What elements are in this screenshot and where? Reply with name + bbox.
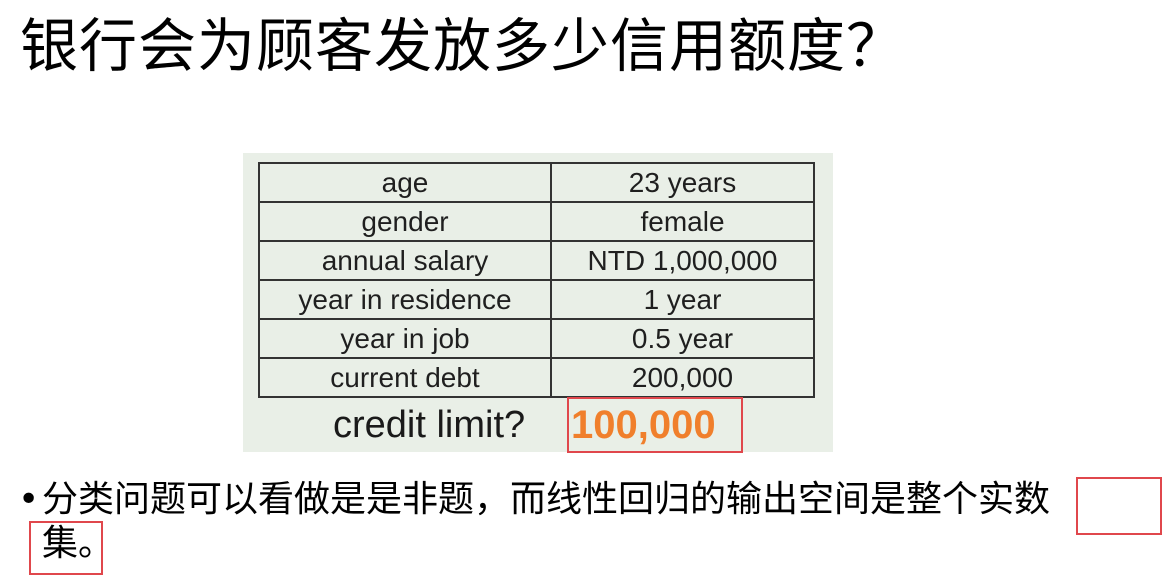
table-row: year in residence 1 year xyxy=(258,279,815,320)
table-row: age 23 years xyxy=(258,162,815,203)
row-key: annual salary xyxy=(258,240,552,281)
row-key: gender xyxy=(258,201,552,242)
row-value: 0.5 year xyxy=(550,318,815,359)
bullet-text-line1: 分类问题可以看做是是非题，而线性回归的输出空间是整个实数 xyxy=(42,479,1051,520)
row-key: year in residence xyxy=(258,279,552,320)
credit-limit-answer: 100,000 xyxy=(571,403,716,447)
row-value: 23 years xyxy=(550,162,815,203)
real-number-highlight-box xyxy=(1076,477,1162,535)
credit-limit-question: credit limit? xyxy=(333,404,526,446)
set-highlight-box xyxy=(29,521,103,575)
answer-highlight-box xyxy=(567,397,743,453)
row-value: 200,000 xyxy=(550,357,815,398)
table-row: gender female xyxy=(258,201,815,242)
table-row: annual salary NTD 1,000,000 xyxy=(258,240,815,281)
credit-example-figure: age 23 years gender female annual salary… xyxy=(243,153,833,452)
customer-profile-table: age 23 years gender female annual salary… xyxy=(258,162,815,398)
table-row: year in job 0.5 year xyxy=(258,318,815,359)
slide-title: 银行会为顾客发放多少信用额度？ xyxy=(20,12,906,80)
row-key: current debt xyxy=(258,357,552,398)
row-key: age xyxy=(258,162,552,203)
row-value: 1 year xyxy=(550,279,815,320)
table-row: current debt 200,000 xyxy=(258,357,815,398)
row-key: year in job xyxy=(258,318,552,359)
row-value: female xyxy=(550,201,815,242)
bullet-marker: • xyxy=(18,479,40,520)
row-value: NTD 1,000,000 xyxy=(550,240,815,281)
